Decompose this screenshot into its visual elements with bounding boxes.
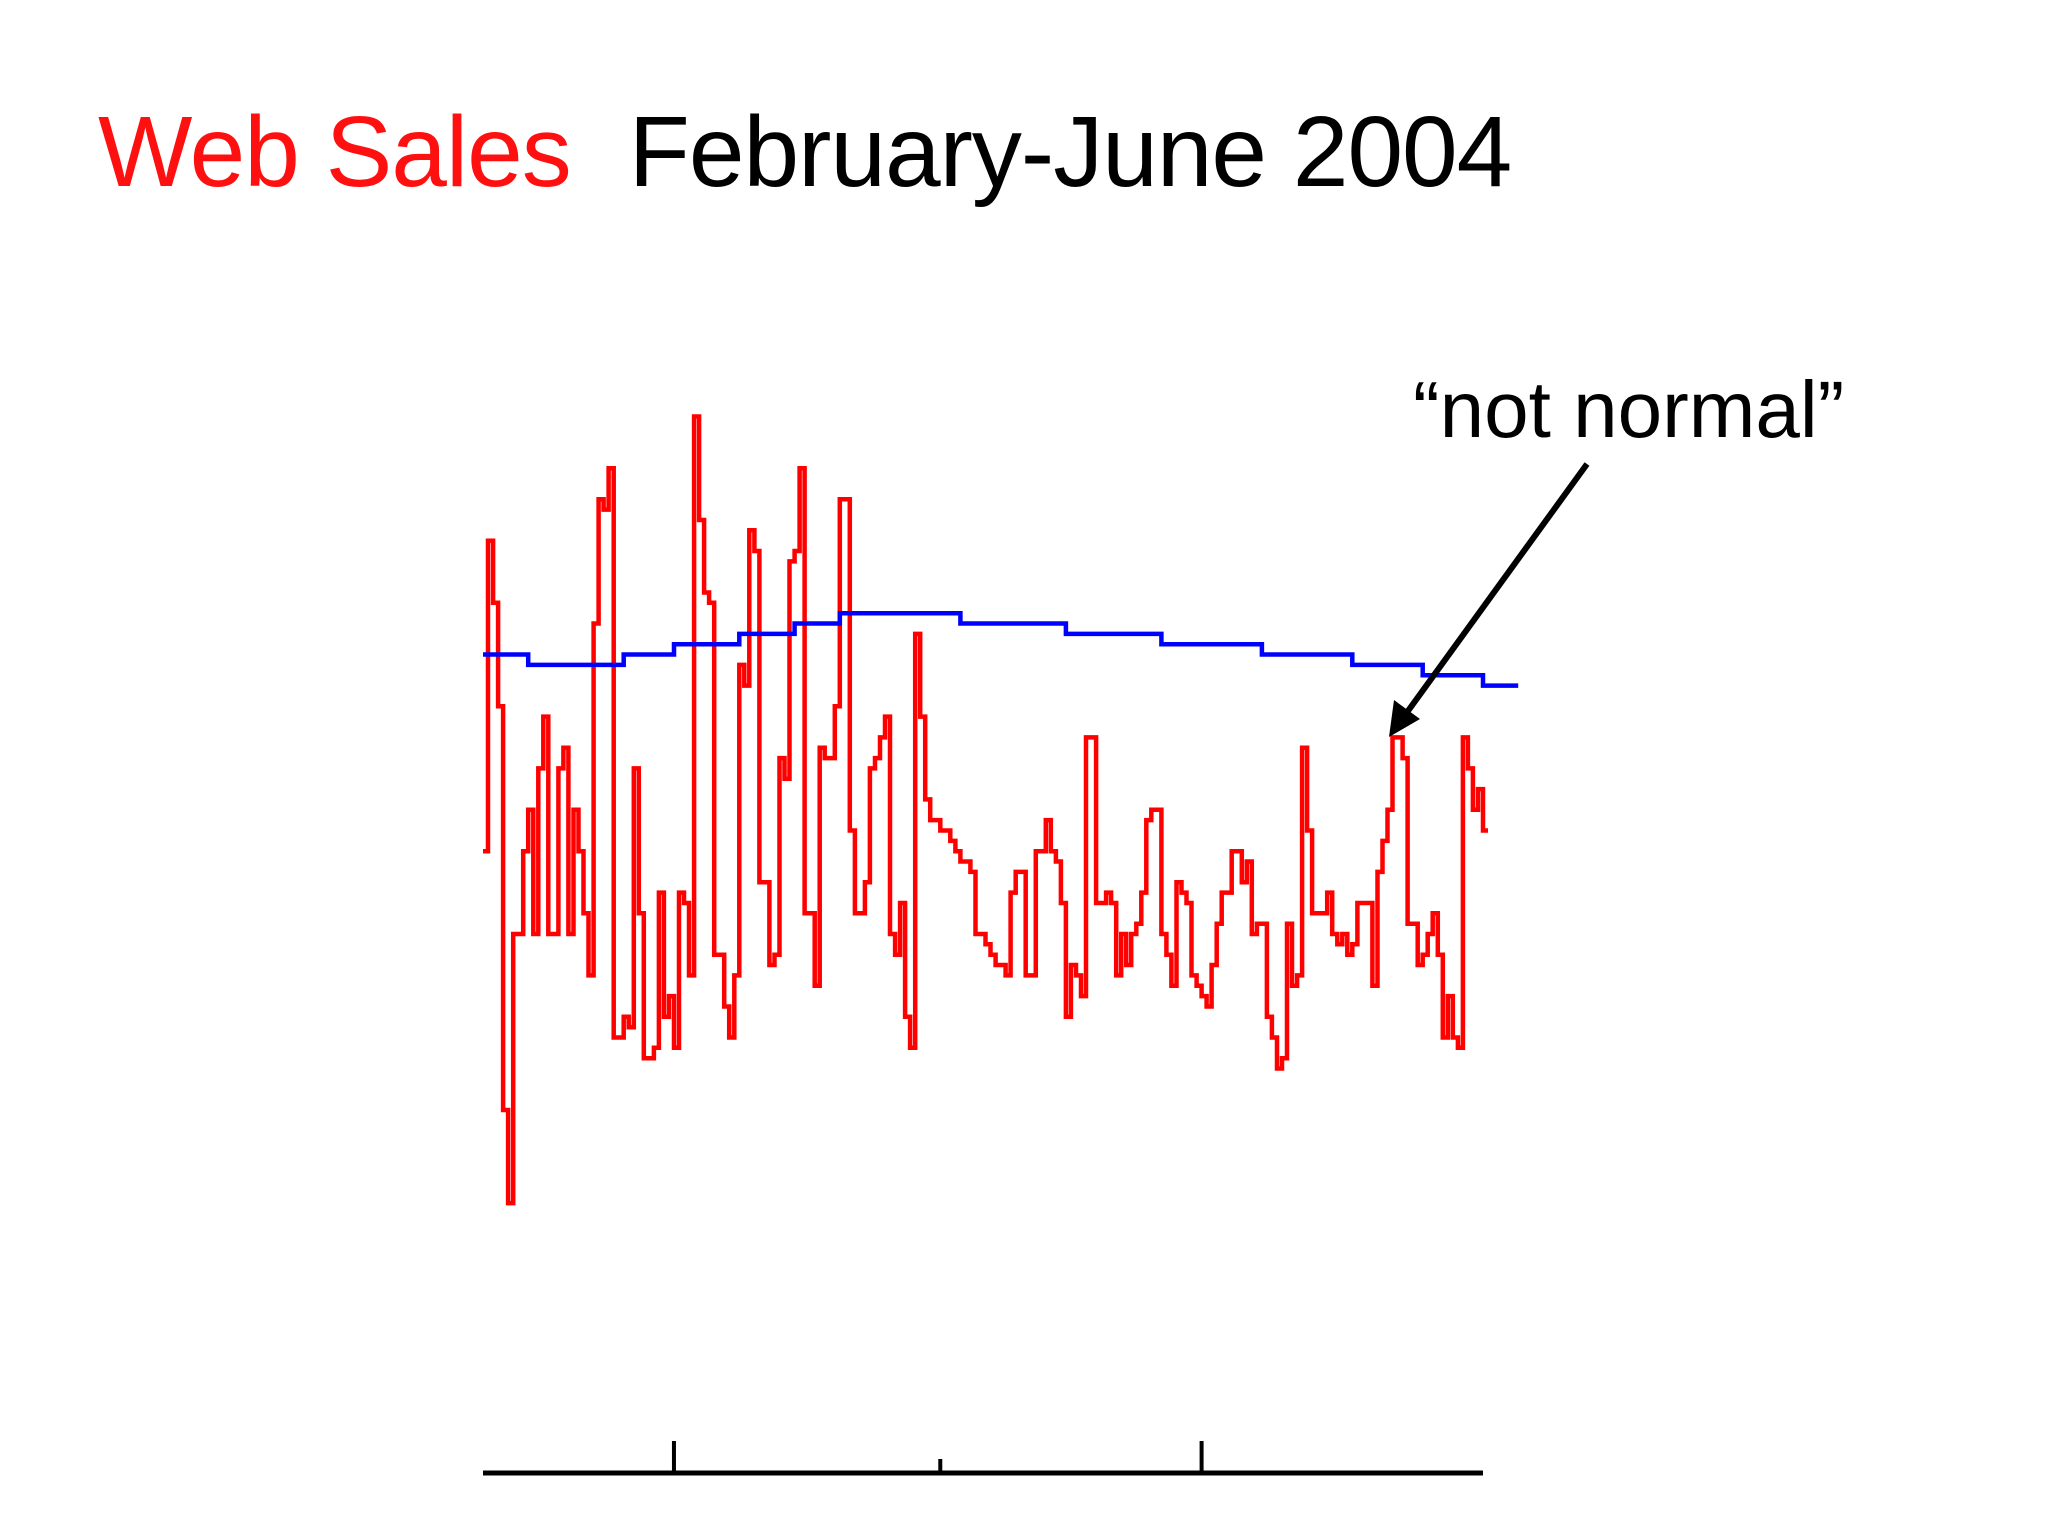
series-smoothed bbox=[483, 610, 1519, 688]
annotation-label: “not normal” bbox=[1413, 365, 1845, 454]
chart-title: Web Sales February-June 2004 bbox=[98, 102, 1512, 202]
series-weekly-sales bbox=[483, 414, 1488, 1206]
arrow-shaft bbox=[1397, 462, 1590, 724]
chart-title-main: Web Sales bbox=[98, 96, 572, 208]
chart-subtitle: February-June 2004 bbox=[628, 96, 1513, 208]
annotation-arrow bbox=[1389, 462, 1590, 737]
series-group bbox=[483, 414, 1519, 1206]
x-axis bbox=[483, 1441, 1483, 1476]
arrow-head bbox=[1389, 700, 1420, 737]
